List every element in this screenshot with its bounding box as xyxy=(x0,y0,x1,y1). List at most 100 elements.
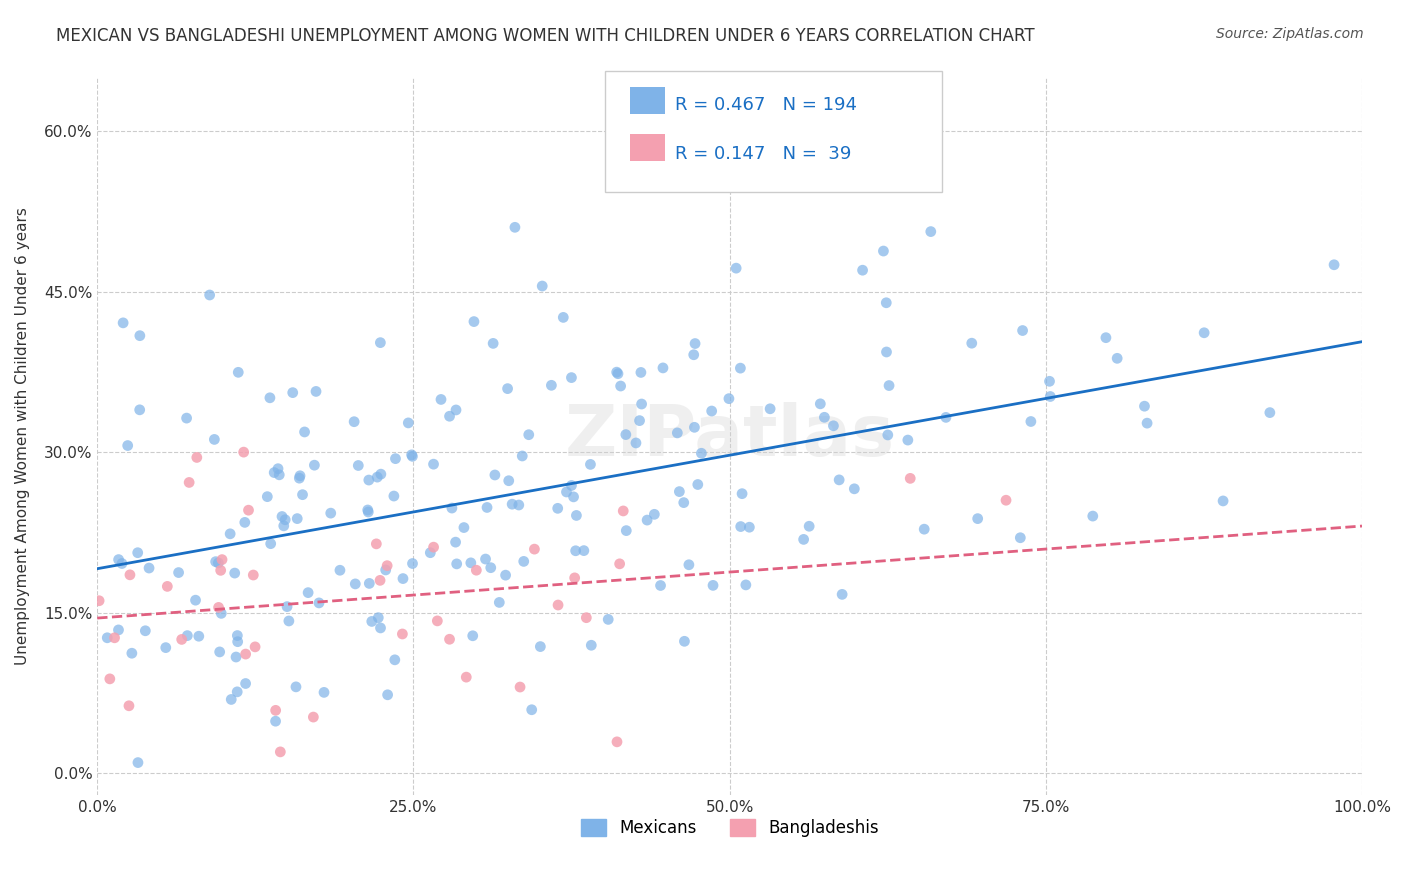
Mexicans xyxy=(935,410,957,425)
Mexicans xyxy=(121,646,143,660)
Bangladeshis xyxy=(87,593,110,607)
Mexicans xyxy=(1081,509,1104,524)
Mexicans xyxy=(208,645,231,659)
Mexicans xyxy=(347,458,370,473)
Bangladeshis xyxy=(456,670,478,684)
Mexicans xyxy=(738,520,761,534)
Bangladeshis xyxy=(995,493,1018,508)
Text: R = 0.147   N =  39: R = 0.147 N = 39 xyxy=(675,145,851,162)
Mexicans xyxy=(226,365,249,379)
Bangladeshis xyxy=(509,680,531,694)
Mexicans xyxy=(285,680,308,694)
Mexicans xyxy=(517,427,540,442)
Bangladeshis xyxy=(609,557,631,571)
Mexicans xyxy=(176,411,198,425)
Mexicans xyxy=(920,225,942,239)
Mexicans xyxy=(259,391,281,405)
Mexicans xyxy=(370,335,392,350)
Mexicans xyxy=(474,552,496,566)
Mexicans xyxy=(285,511,308,525)
Mexicans xyxy=(357,505,380,519)
Mexicans xyxy=(367,610,389,624)
Mexicans xyxy=(876,345,898,359)
Mexicans xyxy=(513,554,536,568)
Mexicans xyxy=(475,500,498,515)
Mexicans xyxy=(401,450,423,464)
Mexicans xyxy=(547,501,569,516)
Mexicans xyxy=(813,410,835,425)
Mexicans xyxy=(912,522,935,536)
Mexicans xyxy=(700,404,723,418)
Bangladeshis xyxy=(575,610,598,624)
Mexicans xyxy=(209,607,232,621)
Mexicans xyxy=(308,596,330,610)
Bangladeshis xyxy=(439,632,461,647)
Mexicans xyxy=(488,595,510,609)
Bangladeshis xyxy=(211,552,233,566)
Mexicans xyxy=(1133,399,1156,413)
Mexicans xyxy=(666,425,689,440)
Mexicans xyxy=(440,501,463,516)
Bangladeshis xyxy=(366,537,388,551)
Bangladeshis xyxy=(564,571,586,585)
Mexicans xyxy=(396,416,419,430)
Bangladeshis xyxy=(103,631,125,645)
Mexicans xyxy=(875,295,897,310)
Mexicans xyxy=(267,461,290,475)
Bangladeshis xyxy=(209,563,232,577)
Text: Source: ZipAtlas.com: Source: ZipAtlas.com xyxy=(1216,27,1364,41)
Mexicans xyxy=(686,477,709,491)
Mexicans xyxy=(565,508,588,523)
Mexicans xyxy=(359,576,381,591)
Mexicans xyxy=(508,498,530,512)
Mexicans xyxy=(219,692,242,706)
Mexicans xyxy=(134,624,156,638)
Mexicans xyxy=(503,220,526,235)
Mexicans xyxy=(734,578,756,592)
Mexicans xyxy=(401,557,423,571)
Mexicans xyxy=(128,328,150,343)
Mexicans xyxy=(277,614,299,628)
Bangladeshis xyxy=(170,632,193,647)
Bangladeshis xyxy=(391,627,413,641)
Mexicans xyxy=(357,473,380,487)
Mexicans xyxy=(224,566,246,580)
Mexicans xyxy=(1011,324,1033,338)
Mexicans xyxy=(357,503,380,517)
Mexicans xyxy=(233,516,256,530)
Mexicans xyxy=(690,446,713,460)
Bangladeshis xyxy=(375,558,398,573)
Bangladeshis xyxy=(426,614,449,628)
Mexicans xyxy=(184,593,207,607)
Text: MEXICAN VS BANGLADESHI UNEMPLOYMENT AMONG WOMEN WITH CHILDREN UNDER 6 YEARS CORR: MEXICAN VS BANGLADESHI UNEMPLOYMENT AMON… xyxy=(56,27,1035,45)
Mexicans xyxy=(117,439,139,453)
Mexicans xyxy=(319,506,342,520)
Mexicans xyxy=(219,526,242,541)
Bangladeshis xyxy=(238,503,260,517)
Mexicans xyxy=(828,473,851,487)
Mexicans xyxy=(628,414,651,428)
Mexicans xyxy=(226,634,249,648)
Mexicans xyxy=(844,482,866,496)
Mexicans xyxy=(614,524,637,538)
Bangladeshis xyxy=(243,640,266,654)
Mexicans xyxy=(683,336,706,351)
Mexicans xyxy=(609,379,631,393)
Bangladeshis xyxy=(264,703,287,717)
Mexicans xyxy=(630,397,652,411)
Mexicans xyxy=(430,392,453,407)
Mexicans xyxy=(312,685,335,699)
Mexicans xyxy=(463,315,485,329)
Mexicans xyxy=(668,484,690,499)
Mexicans xyxy=(304,458,326,473)
Mexicans xyxy=(636,513,658,527)
Mexicans xyxy=(564,543,586,558)
Mexicans xyxy=(382,489,405,503)
Mexicans xyxy=(288,468,311,483)
Mexicans xyxy=(682,348,704,362)
Bangladeshis xyxy=(207,600,229,615)
Text: ZIPatlas: ZIPatlas xyxy=(565,401,894,471)
Mexicans xyxy=(1107,351,1129,366)
Mexicans xyxy=(439,409,461,424)
Mexicans xyxy=(562,490,585,504)
